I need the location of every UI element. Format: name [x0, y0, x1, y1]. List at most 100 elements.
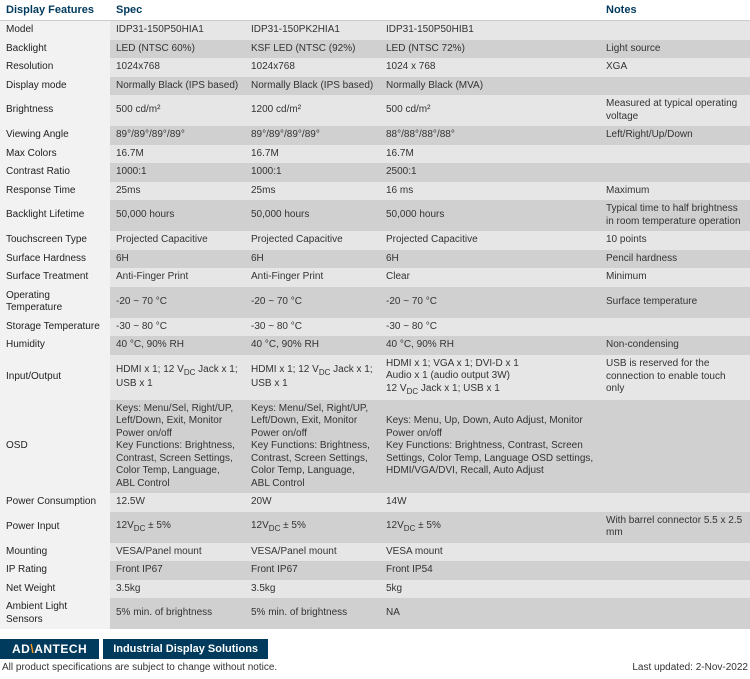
spec-cell: 2500:1 — [380, 163, 600, 182]
table-row: Power Consumption12.5W20W14W — [0, 493, 750, 512]
col-spec2 — [245, 0, 380, 21]
spec-cell: 6H — [245, 250, 380, 269]
spec-cell: Clear — [380, 268, 600, 287]
tagline: Industrial Display Solutions — [103, 639, 268, 659]
spec-cell: 1000:1 — [245, 163, 380, 182]
spec-cell: 40 °C, 90% RH — [110, 336, 245, 355]
feature-cell: Response Time — [0, 182, 110, 201]
spec-cell: 12.5W — [110, 493, 245, 512]
spec-cell: KSF LED (NTSC (92%) — [245, 40, 380, 59]
spec-cell: Projected Capacitive — [110, 231, 245, 250]
table-row: Power Input12VDC ± 5%12VDC ± 5%12VDC ± 5… — [0, 512, 750, 543]
spec-cell: Anti-Finger Print — [110, 268, 245, 287]
spec-cell: 1200 cd/m² — [245, 95, 380, 126]
spec-cell: HDMI x 1; 12 VDC Jack x 1; USB x 1 — [245, 355, 380, 400]
table-row: Response Time25ms25ms16 msMaximum — [0, 182, 750, 201]
spec-cell: 25ms — [110, 182, 245, 201]
notes-cell — [600, 163, 750, 182]
feature-cell: Max Colors — [0, 145, 110, 164]
spec-cell: VESA/Panel mount — [110, 543, 245, 562]
spec-cell: 1024x768 — [110, 58, 245, 77]
spec-cell: 1024 x 768 — [380, 58, 600, 77]
table-row: OSDKeys: Menu/Sel, Right/UP, Left/Down, … — [0, 400, 750, 494]
feature-cell: Power Input — [0, 512, 110, 543]
spec-cell: 25ms — [245, 182, 380, 201]
spec-cell: VESA mount — [380, 543, 600, 562]
spec-cell: 40 °C, 90% RH — [245, 336, 380, 355]
table-row: Max Colors16.7M16.7M16.7M — [0, 145, 750, 164]
spec-cell: 6H — [110, 250, 245, 269]
feature-cell: Surface Treatment — [0, 268, 110, 287]
spec-cell: -20 ~ 70 °C — [380, 287, 600, 318]
table-row: Humidity40 °C, 90% RH40 °C, 90% RH40 °C,… — [0, 336, 750, 355]
table-row: Viewing Angle89°/89°/89°/89°89°/89°/89°/… — [0, 126, 750, 145]
spec-cell: 89°/89°/89°/89° — [245, 126, 380, 145]
feature-cell: Contrast Ratio — [0, 163, 110, 182]
spec-cell: 3.5kg — [110, 580, 245, 599]
spec-cell: HDMI x 1; 12 VDC Jack x 1; USB x 1 — [110, 355, 245, 400]
spec-cell: Normally Black (MVA) — [380, 77, 600, 96]
spec-cell: 1000:1 — [110, 163, 245, 182]
feature-cell: Display mode — [0, 77, 110, 96]
feature-cell: Viewing Angle — [0, 126, 110, 145]
notes-cell: 10 points — [600, 231, 750, 250]
col-spec: Spec — [110, 0, 245, 21]
feature-cell: Operating Temperature — [0, 287, 110, 318]
table-row: Resolution1024x7681024x7681024 x 768XGA — [0, 58, 750, 77]
spec-cell: Front IP54 — [380, 561, 600, 580]
spec-cell: -30 ~ 80 °C — [245, 318, 380, 337]
spec-cell: -30 ~ 80 °C — [380, 318, 600, 337]
feature-cell: OSD — [0, 400, 110, 494]
notes-cell — [600, 543, 750, 562]
spec-cell: 40 °C, 90% RH — [380, 336, 600, 355]
feature-cell: Model — [0, 21, 110, 40]
spec-cell: 5kg — [380, 580, 600, 599]
notes-cell: Non-condensing — [600, 336, 750, 355]
brand-post: ANTECH — [34, 642, 87, 656]
feature-cell: Surface Hardness — [0, 250, 110, 269]
footer-text: All product specifications are subject t… — [0, 659, 750, 679]
notes-cell: XGA — [600, 58, 750, 77]
spec-cell: Normally Black (IPS based) — [110, 77, 245, 96]
feature-cell: Ambient Light Sensors — [0, 598, 110, 629]
spec-cell: 1024x768 — [245, 58, 380, 77]
table-row: MountingVESA/Panel mountVESA/Panel mount… — [0, 543, 750, 562]
notes-cell — [600, 561, 750, 580]
feature-cell: Storage Temperature — [0, 318, 110, 337]
spec-cell: 14W — [380, 493, 600, 512]
table-row: Surface TreatmentAnti-Finger PrintAnti-F… — [0, 268, 750, 287]
col-features: Display Features — [0, 0, 110, 21]
table-row: Touchscreen TypeProjected CapacitiveProj… — [0, 231, 750, 250]
notes-cell: Minimum — [600, 268, 750, 287]
table-row: BacklightLED (NTSC 60%)KSF LED (NTSC (92… — [0, 40, 750, 59]
feature-cell: Brightness — [0, 95, 110, 126]
spec-cell: NA — [380, 598, 600, 629]
brand-pre: AD — [12, 642, 30, 656]
spec-cell: 5% min. of brightness — [110, 598, 245, 629]
spec-cell: LED (NTSC 72%) — [380, 40, 600, 59]
spec-cell: 16.7M — [380, 145, 600, 164]
feature-cell: Humidity — [0, 336, 110, 355]
table-row: Backlight Lifetime50,000 hours50,000 hou… — [0, 200, 750, 231]
spec-cell: 50,000 hours — [380, 200, 600, 231]
spec-cell: 12VDC ± 5% — [110, 512, 245, 543]
feature-cell: Touchscreen Type — [0, 231, 110, 250]
spec-table: Display Features Spec Notes ModelIDP31-1… — [0, 0, 750, 629]
spec-cell: Normally Black (IPS based) — [245, 77, 380, 96]
table-row: IP RatingFront IP67Front IP67Front IP54 — [0, 561, 750, 580]
table-row: ModelIDP31-150P50HIA1IDP31-150PK2HIA1IDP… — [0, 21, 750, 40]
spec-cell: 89°/89°/89°/89° — [110, 126, 245, 145]
feature-cell: Backlight — [0, 40, 110, 59]
notes-cell: Maximum — [600, 182, 750, 201]
spec-cell: -30 ~ 80 °C — [110, 318, 245, 337]
spec-cell: IDP31-150P50HIB1 — [380, 21, 600, 40]
footer-bar: AD\ANTECH Industrial Display Solutions — [0, 639, 750, 659]
spec-cell: -20 ~ 70 °C — [110, 287, 245, 318]
table-row: Operating Temperature-20 ~ 70 °C-20 ~ 70… — [0, 287, 750, 318]
spec-cell: 50,000 hours — [245, 200, 380, 231]
notes-cell — [600, 400, 750, 494]
spec-cell: LED (NTSC 60%) — [110, 40, 245, 59]
notes-cell: Light source — [600, 40, 750, 59]
feature-cell: Mounting — [0, 543, 110, 562]
feature-cell: Input/Output — [0, 355, 110, 400]
